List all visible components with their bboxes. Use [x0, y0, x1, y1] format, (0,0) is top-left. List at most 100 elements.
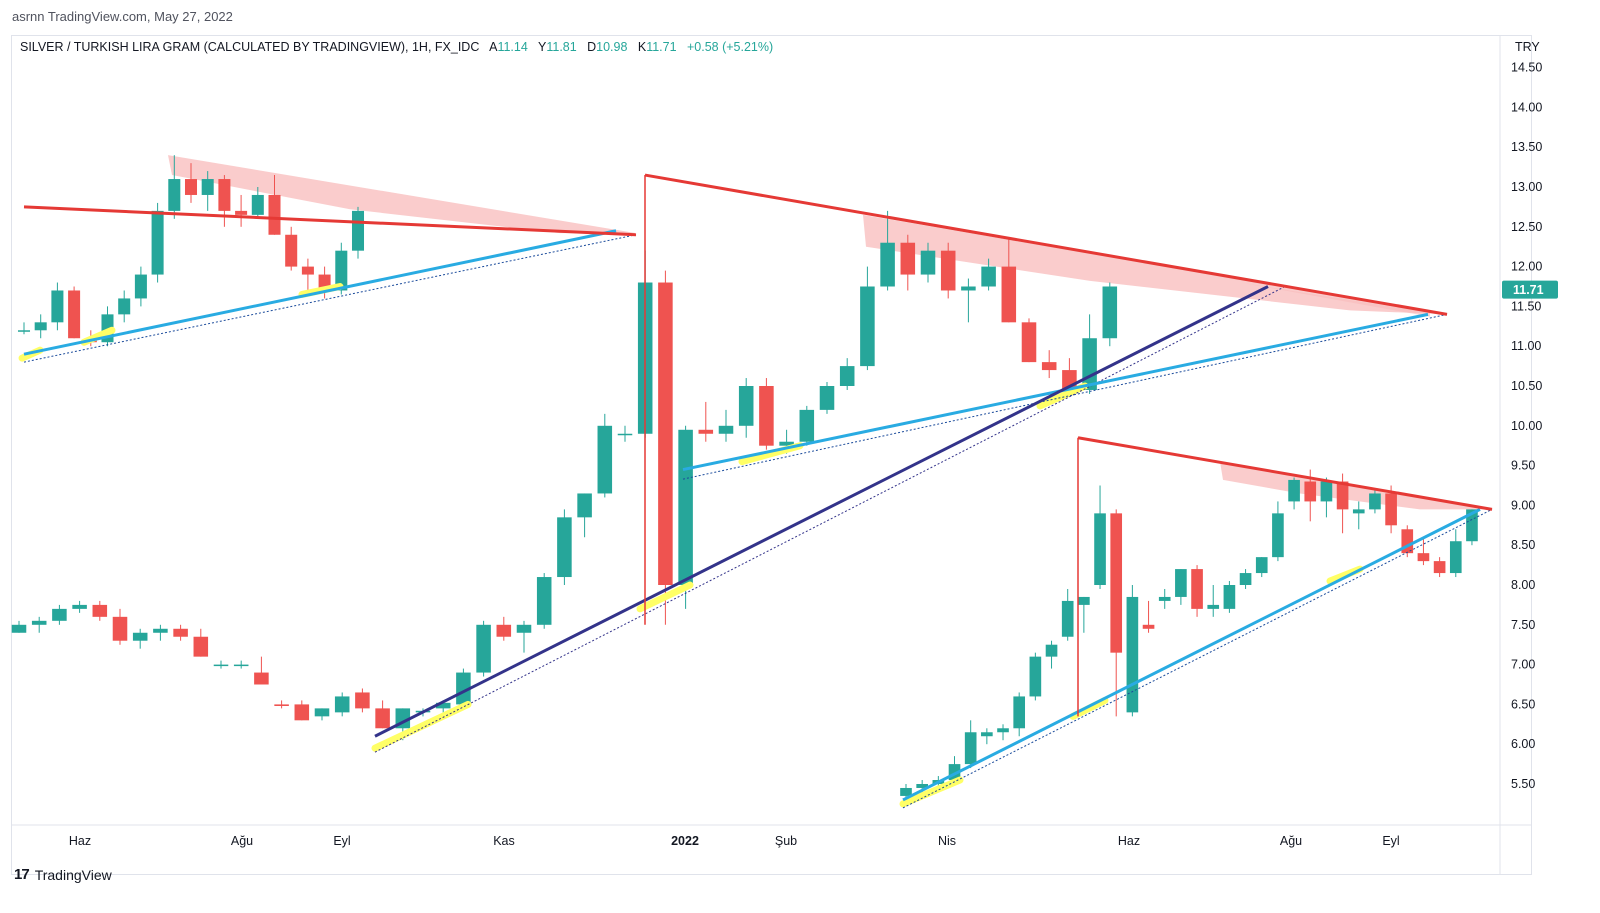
y-tick-label: 14.00 — [1511, 100, 1542, 114]
candle-body — [1102, 286, 1118, 339]
touch-highlight — [298, 283, 344, 298]
candle-body — [1320, 481, 1333, 502]
candle-body — [964, 732, 977, 765]
candle-body — [1110, 513, 1123, 653]
candle-body — [1013, 696, 1026, 729]
candle-body — [1158, 596, 1171, 601]
candle-body — [1336, 481, 1349, 510]
candle-body — [860, 286, 875, 367]
symbol-name: SILVER / TURKISH LIRA GRAM (CALCULATED B… — [20, 40, 480, 54]
candle-body — [233, 664, 249, 667]
candle-body — [335, 250, 348, 291]
y-tick-label: 12.00 — [1511, 260, 1542, 274]
footer-brand[interactable]: 17 TradingView — [14, 866, 112, 883]
candle-body — [132, 632, 148, 641]
candle-body — [218, 179, 231, 211]
candle-body — [168, 179, 181, 211]
candle-body — [268, 194, 281, 235]
candle-body — [112, 616, 128, 641]
y-tick-label: 6.00 — [1511, 737, 1535, 751]
candle-body — [940, 250, 956, 291]
change-value: +0.58 (+5.21%) — [686, 40, 774, 54]
candle-body — [1352, 509, 1365, 514]
y-tick-label: 7.00 — [1511, 658, 1535, 672]
candle-body — [819, 386, 835, 410]
chart-frame[interactable] — [11, 35, 1532, 875]
resistance-zone — [168, 155, 636, 234]
candle-body — [34, 322, 47, 331]
candle-body — [52, 608, 67, 621]
candle-body — [718, 425, 734, 434]
candle-body — [516, 624, 532, 633]
candle-body — [31, 620, 47, 625]
y-tick-label: 10.00 — [1511, 419, 1542, 433]
candle-body — [577, 493, 592, 518]
low-label: D — [587, 40, 597, 54]
candle-body — [981, 266, 996, 287]
candle-body — [285, 234, 298, 267]
candle-body — [597, 425, 613, 494]
candle-body — [1239, 573, 1252, 585]
resistance-zone — [1240, 282, 1430, 317]
candle-body — [916, 784, 928, 788]
candle-body — [153, 628, 168, 633]
high-label: Y — [538, 40, 547, 54]
candle-body — [1385, 493, 1397, 526]
candle-body — [294, 704, 310, 721]
candle-body — [251, 194, 264, 215]
candle-body — [738, 386, 754, 426]
candle-body — [1223, 585, 1236, 609]
candle-body — [1191, 569, 1203, 609]
candle-body — [456, 672, 471, 705]
candle-body — [1433, 561, 1446, 574]
candle-body — [900, 242, 916, 275]
resistance-line — [644, 173, 1448, 316]
candle-body — [118, 298, 131, 315]
x-tick-label: Şub — [775, 834, 797, 848]
y-tick-label: 11.00 — [1511, 339, 1541, 353]
high-value: 11.81 — [546, 40, 577, 54]
uptrend-line — [374, 285, 1269, 738]
candle-body — [1045, 644, 1058, 657]
candle-body — [900, 787, 912, 796]
candle-body — [274, 704, 289, 706]
candle-body — [201, 179, 214, 195]
candle-body — [1061, 600, 1074, 637]
low-value: 10.98 — [596, 40, 628, 54]
y-tick-label: 10.50 — [1511, 379, 1542, 393]
y-tick-label: 8.00 — [1511, 578, 1535, 592]
candle-body — [1449, 541, 1462, 574]
candle-body — [779, 441, 794, 446]
x-tick-label: Haz — [69, 834, 91, 848]
candle-body — [658, 282, 673, 585]
candle-body — [1094, 513, 1106, 585]
close-value: 11.71 — [646, 40, 677, 54]
touch-highlight — [371, 700, 472, 752]
candle-body — [1401, 529, 1414, 554]
candle-body — [254, 672, 269, 685]
y-tick-label: 13.00 — [1511, 180, 1542, 194]
y-tick-label: 13.50 — [1511, 140, 1542, 154]
support-line — [23, 229, 617, 356]
x-tick-label: Eyl — [333, 834, 350, 848]
candle-body — [1207, 604, 1220, 609]
candle-body — [961, 286, 976, 291]
candle-body — [1126, 596, 1139, 713]
candle-body — [759, 386, 774, 446]
candle-body — [17, 330, 31, 332]
candle-body — [496, 624, 512, 637]
candle-body — [334, 696, 350, 713]
candle-body — [698, 429, 714, 434]
chart-caption: asrnn TradingView.com, May 27, 2022 — [12, 9, 233, 24]
close-label: K — [637, 40, 647, 54]
x-tick-label: Ağu — [1280, 834, 1302, 848]
y-tick-label: 14.50 — [1511, 61, 1542, 75]
x-tick-label: Ağu — [231, 834, 253, 848]
candle-body — [151, 210, 164, 275]
support-line — [902, 508, 1481, 802]
touch-highlight — [636, 581, 694, 613]
candle-body — [11, 624, 27, 633]
candle-body — [839, 366, 855, 386]
touch-highlight — [1036, 382, 1089, 410]
